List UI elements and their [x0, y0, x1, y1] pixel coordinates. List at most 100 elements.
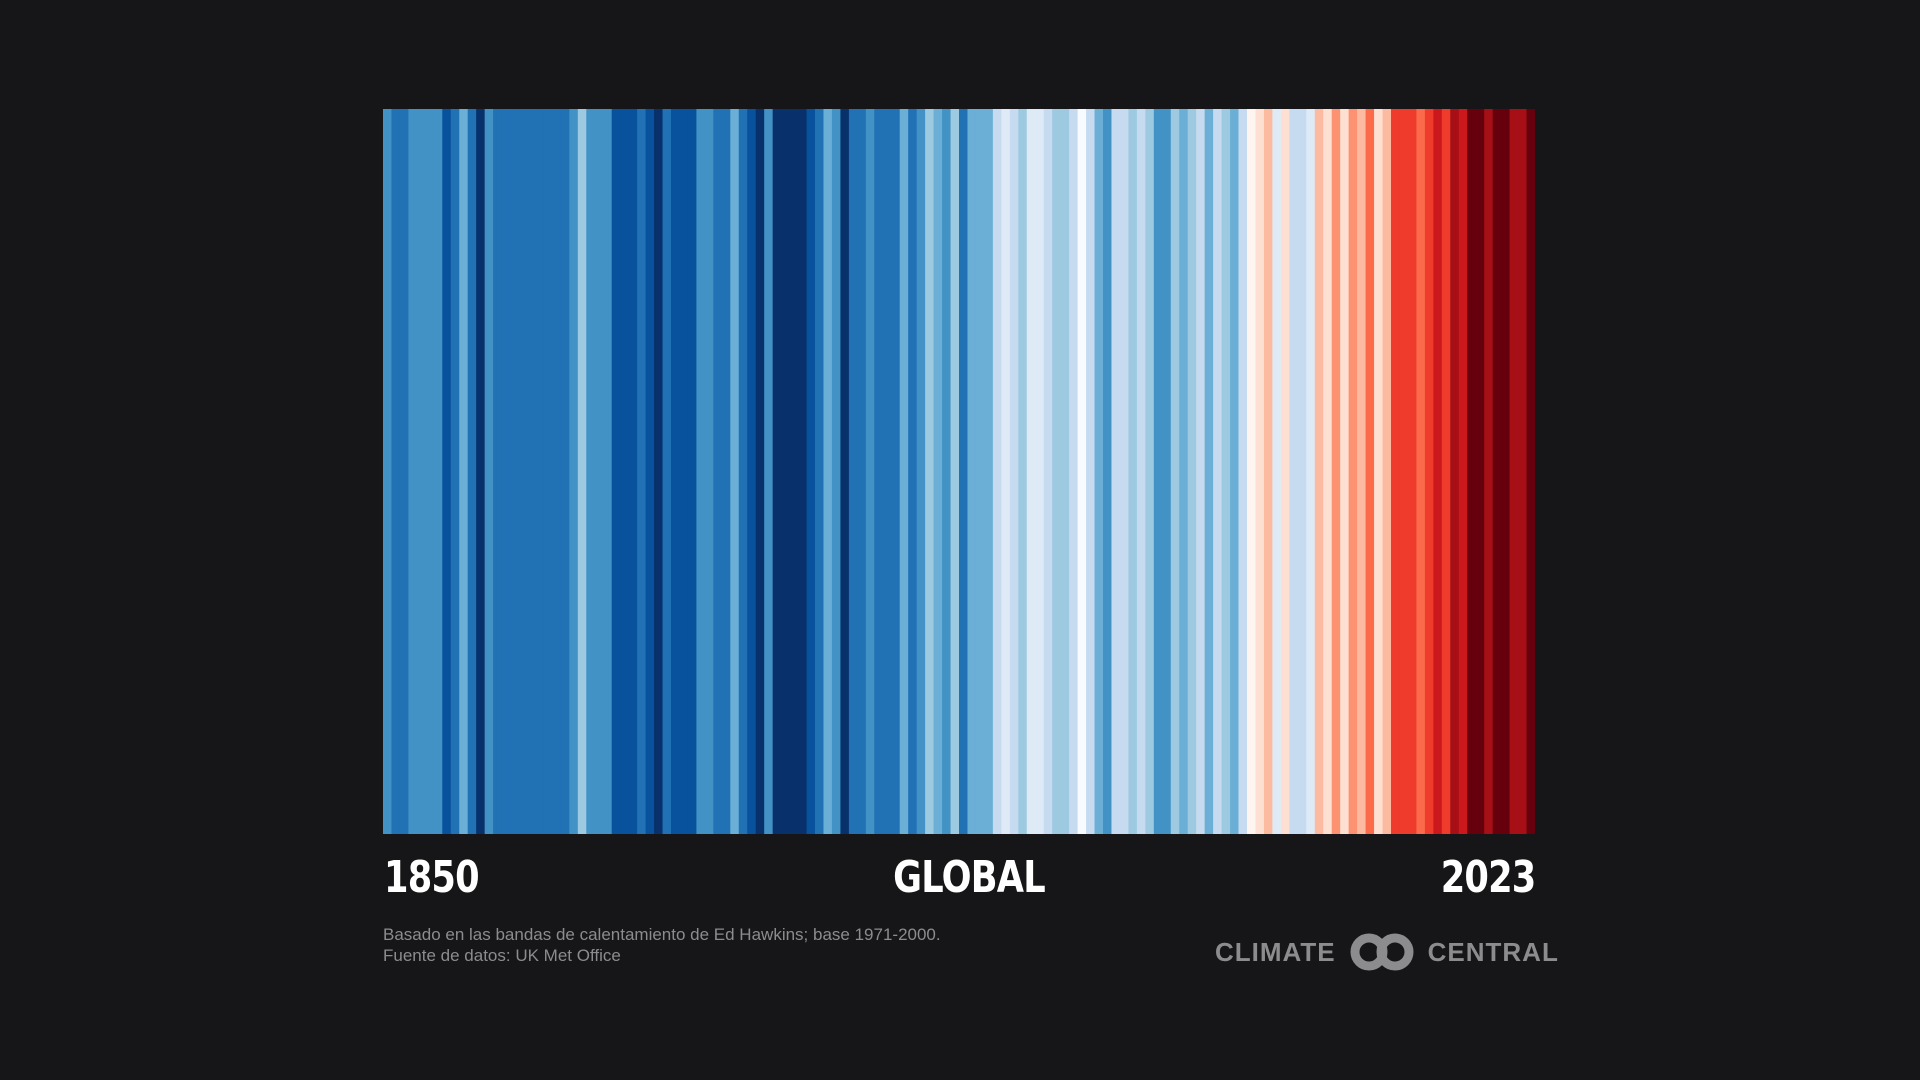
year-stripe: [984, 109, 994, 834]
logo-right-word: CENTRAL: [1427, 936, 1559, 967]
year-stripe: [1509, 109, 1519, 834]
year-stripe: [730, 109, 740, 834]
year-stripe: [1238, 109, 1248, 834]
year-stripe: [603, 109, 613, 834]
year-stripe: [1077, 109, 1087, 834]
year-stripe: [1060, 109, 1070, 834]
year-stripe: [1213, 109, 1223, 834]
year-stripe: [1484, 109, 1494, 834]
climate-central-logo: CLIMATE CENTRAL: [1215, 930, 1559, 974]
year-stripe: [772, 109, 782, 834]
year-stripe: [577, 109, 587, 834]
year-stripe: [755, 109, 765, 834]
year-stripe: [527, 109, 537, 834]
year-stripe: [806, 109, 816, 834]
year-stripe: [1323, 109, 1333, 834]
year-stripe: [1518, 109, 1528, 834]
year-stripe: [1119, 109, 1130, 834]
year-stripe: [874, 109, 884, 834]
year-stripe: [493, 109, 503, 834]
year-stripe: [713, 109, 723, 834]
chart-title: GLOBAL: [893, 852, 1045, 903]
year-stripe: [1357, 109, 1367, 834]
year-stripe: [416, 109, 426, 834]
year-stripe: [1069, 109, 1079, 834]
year-stripe: [747, 109, 757, 834]
year-stripe: [1196, 109, 1206, 834]
year-stripe: [594, 109, 604, 834]
year-stripe: [1475, 109, 1485, 834]
year-stripe: [1052, 109, 1062, 834]
year-stripe: [992, 109, 1002, 834]
year-stripe: [586, 109, 596, 834]
year-stripe: [391, 109, 401, 834]
year-stripe: [1221, 109, 1231, 834]
year-stripe: [408, 109, 418, 834]
start-year-label: 1850: [384, 852, 480, 903]
year-stripe: [840, 109, 850, 834]
year-stripe: [662, 109, 672, 834]
year-stripe: [569, 109, 579, 834]
year-stripe: [891, 109, 901, 834]
year-stripe: [1382, 109, 1392, 834]
year-stripe: [1306, 109, 1316, 834]
year-stripe: [1348, 109, 1358, 834]
year-stripe: [696, 109, 706, 834]
year-stripe: [1043, 109, 1053, 834]
year-stripe: [959, 109, 969, 834]
year-stripe: [1187, 109, 1197, 834]
year-stripe: [738, 109, 748, 834]
year-stripe: [908, 109, 918, 834]
year-stripe: [671, 109, 681, 834]
year-stripe: [1018, 109, 1028, 834]
end-year-label: 2023: [1440, 852, 1536, 903]
year-stripe: [425, 109, 435, 834]
year-stripe: [1255, 109, 1265, 834]
year-stripe: [442, 109, 452, 834]
double-ring-icon: [1350, 933, 1414, 971]
year-stripe: [399, 109, 410, 834]
year-stripe: [1094, 109, 1104, 834]
year-stripe: [611, 109, 621, 834]
year-stripe: [1111, 109, 1121, 834]
year-stripe: [1145, 109, 1155, 834]
year-stripe: [865, 109, 875, 834]
year-stripe: [1314, 109, 1324, 834]
year-stripe: [1170, 109, 1180, 834]
year-stripe: [1340, 109, 1350, 834]
logo-left-word: CLIMATE: [1215, 936, 1336, 967]
year-stripe: [789, 109, 799, 834]
year-stripe: [899, 109, 909, 834]
year-stripe: [1458, 109, 1468, 834]
year-stripe: [831, 109, 842, 834]
year-stripe: [1280, 109, 1290, 834]
year-stripe: [815, 109, 825, 834]
year-stripe: [543, 109, 554, 834]
year-stripe: [679, 109, 689, 834]
year-stripe: [1450, 109, 1460, 834]
year-stripe: [925, 109, 935, 834]
year-stripe: [882, 109, 892, 834]
year-stripe: [654, 109, 664, 834]
year-stripe: [637, 109, 647, 834]
year-stripe: [1103, 109, 1113, 834]
data-source-note: Fuente de datos: UK Met Office: [383, 946, 621, 965]
year-stripe: [1162, 109, 1172, 834]
year-stripe: [1492, 109, 1502, 834]
year-stripe: [721, 109, 731, 834]
year-stripe: [1374, 109, 1384, 834]
year-stripe: [823, 109, 833, 834]
year-stripe: [1204, 109, 1214, 834]
year-stripe: [781, 109, 791, 834]
year-stripe: [916, 109, 926, 834]
year-stripe: [1179, 109, 1189, 834]
year-stripe: [1297, 109, 1307, 834]
year-stripe: [1416, 109, 1426, 834]
year-stripe: [975, 109, 986, 834]
attribution-note: Basado en las bandas de calentamiento de…: [383, 925, 941, 944]
year-stripe: [383, 109, 393, 834]
year-stripe: [518, 109, 528, 834]
year-stripe: [1153, 109, 1163, 834]
year-stripe: [1247, 109, 1257, 834]
year-stripe: [1001, 109, 1011, 834]
